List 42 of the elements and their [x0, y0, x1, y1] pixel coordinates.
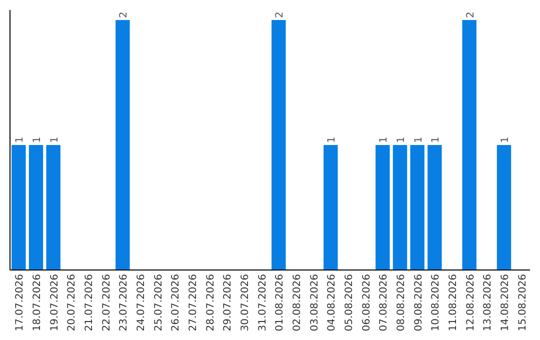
x-tick-label: 28.07.2026 [205, 274, 216, 332]
x-tick-label: 18.07.2026 [32, 274, 43, 332]
x-tick-label: 15.08.2026 [517, 274, 528, 332]
data-label: 2 [274, 12, 286, 18]
x-tick-label: 31.07.2026 [257, 274, 268, 332]
x-tick-label: 25.07.2026 [153, 274, 164, 332]
x-tick-label: 05.08.2026 [344, 274, 355, 332]
x-tick-label: 24.07.2026 [136, 274, 147, 332]
x-tick-label: 21.07.2026 [84, 274, 95, 332]
x-tick-label: 26.07.2026 [170, 274, 182, 332]
data-label: 1 [14, 136, 26, 143]
x-tick-label: 07.08.2026 [378, 274, 390, 332]
data-label: 1 [430, 136, 442, 143]
data-label: 1 [500, 136, 511, 143]
x-tick-label: 08.08.2026 [396, 274, 407, 332]
data-label: 1 [396, 136, 407, 143]
x-tick-label: 11.08.2026 [448, 274, 459, 332]
data-label: 1 [378, 136, 390, 143]
x-tick-label: 17.07.2026 [14, 274, 26, 332]
x-tick-label: 03.08.2026 [309, 274, 320, 332]
data-label: 1 [32, 136, 43, 143]
x-tick-label: 30.07.2026 [240, 274, 251, 332]
x-tick-label: 04.08.2026 [326, 274, 338, 332]
data-label: 1 [326, 136, 338, 143]
data-label: 1 [413, 136, 424, 143]
x-tick-label: 02.08.2026 [292, 274, 303, 332]
x-tick-label: 12.08.2026 [465, 274, 476, 332]
x-tick-label: 27.07.2026 [188, 274, 199, 332]
x-tick-label: 13.08.2026 [482, 274, 494, 332]
x-tick-label: 22.07.2026 [101, 274, 112, 332]
x-tick-label: 29.07.2026 [222, 274, 234, 332]
x-tick-label: 14.08.2026 [500, 274, 511, 332]
x-tick-label: 01.08.2026 [274, 274, 286, 332]
x-tick-label: 06.08.2026 [361, 274, 372, 332]
x-tick-label: 23.07.2026 [118, 274, 130, 332]
x-tick-label: 09.08.2026 [413, 274, 424, 332]
data-label: 1 [49, 136, 60, 143]
x-tick-label: 10.08.2026 [430, 274, 442, 332]
x-tick-label: 20.07.2026 [66, 274, 78, 332]
data-label: 2 [465, 12, 476, 18]
x-tick-label: 19.07.2026 [49, 274, 60, 332]
data-label: 2 [118, 12, 130, 18]
